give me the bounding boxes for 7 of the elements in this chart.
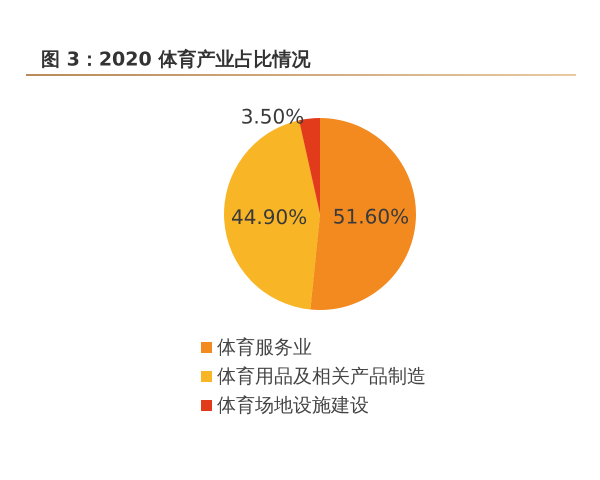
data-label: 3.50% [240, 104, 304, 129]
chart-title: 图 3：2020 体育产业占比情况 [41, 48, 312, 70]
legend-label: 体育场地设施建设 [217, 394, 369, 416]
legend-label: 体育用品及相关产品制造 [217, 366, 426, 388]
data-label: 51.60% [332, 204, 410, 229]
legend-label: 体育服务业 [217, 336, 312, 358]
data-label: 44.90% [230, 205, 308, 230]
